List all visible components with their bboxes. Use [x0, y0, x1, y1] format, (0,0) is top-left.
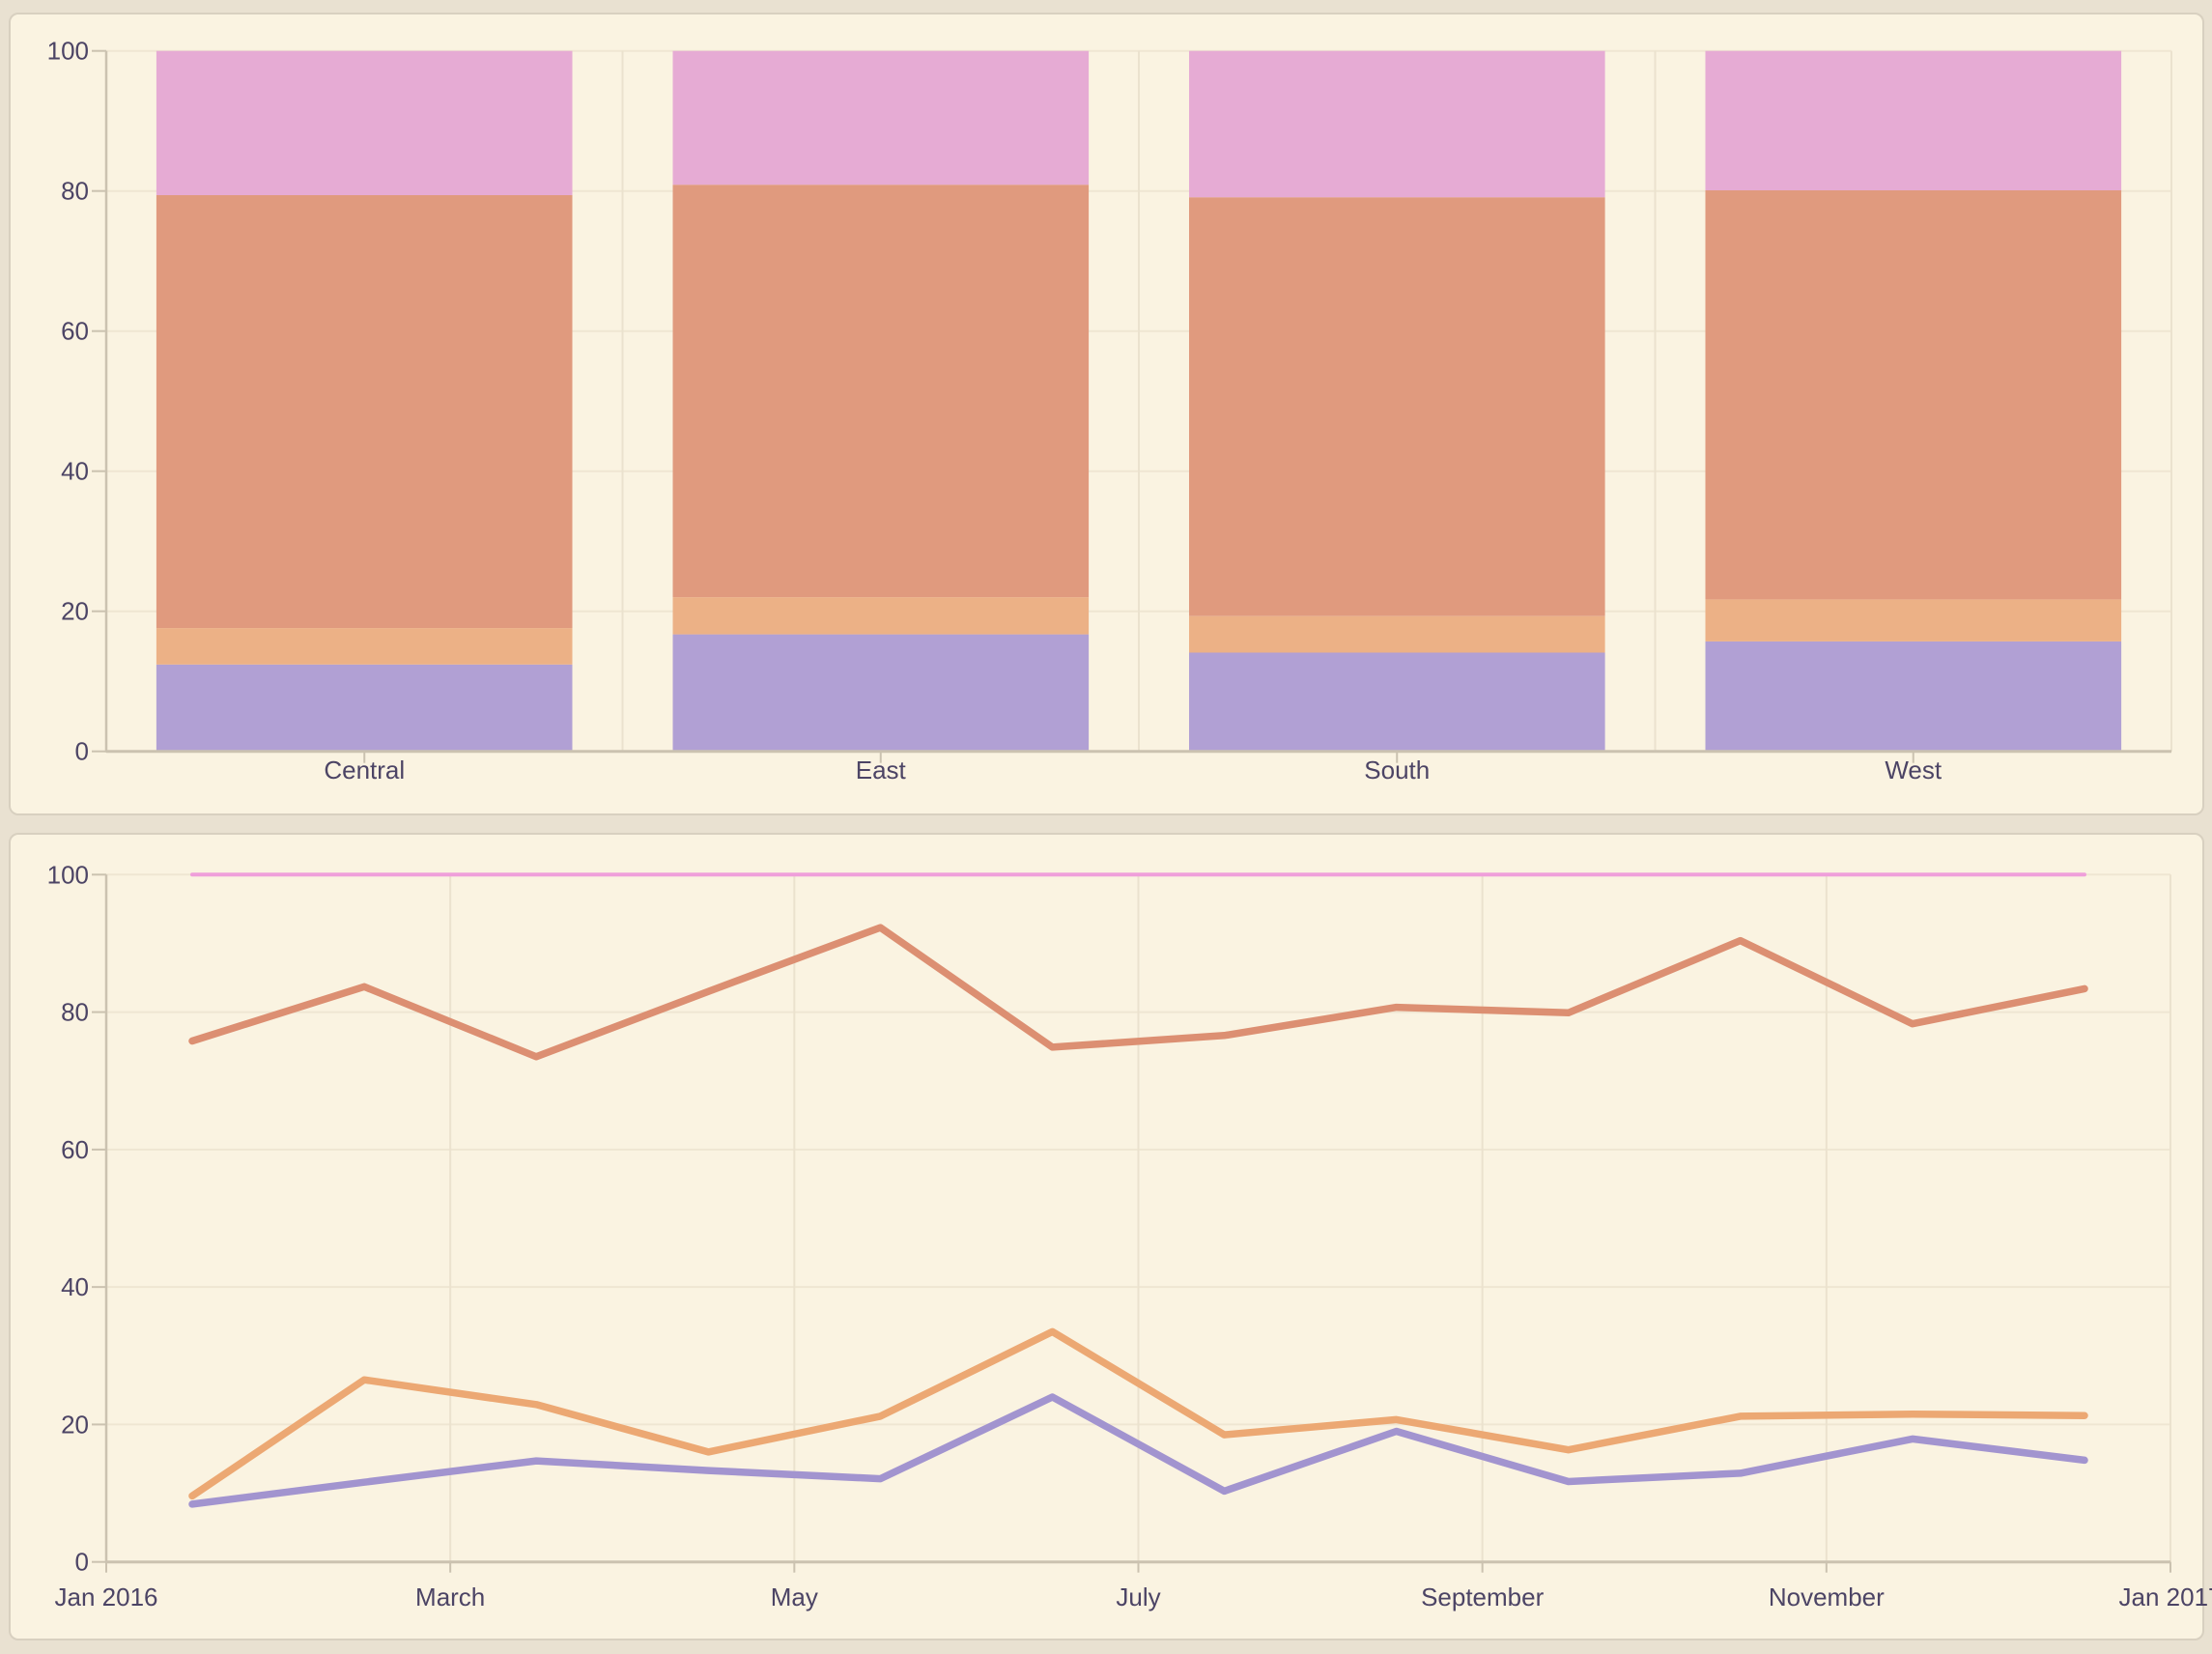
y-axis-label: 100: [47, 37, 89, 66]
line-chart: 0 20 40 60 80 100 Jan 2016 March May July Septembe…: [47, 860, 2212, 1611]
y-axis-label: 80: [61, 177, 89, 206]
stacked-bar-west: [1705, 50, 2122, 752]
bar-segment-orange[interactable]: [156, 628, 573, 665]
bar-segment-purple[interactable]: [156, 664, 573, 752]
y-axis-label: 60: [61, 317, 89, 346]
x-axis-month-label: September: [1421, 1583, 1545, 1611]
bar-segment-purple[interactable]: [1189, 652, 1605, 752]
stacked-bar-central: [156, 50, 573, 752]
x-axis-month-label: July: [1116, 1583, 1160, 1611]
y-axis-label: 20: [61, 597, 89, 626]
bar-segment-orange[interactable]: [1705, 599, 2122, 642]
y-axis-label: 100: [47, 860, 89, 889]
bar-segment-salmon[interactable]: [1189, 197, 1605, 616]
bar-segment-pink[interactable]: [672, 50, 1090, 185]
line-series-orange[interactable]: [188, 1327, 2088, 1500]
y-axis-label: 60: [61, 1135, 89, 1164]
y-axis-label: 40: [61, 1272, 89, 1301]
y-axis-label: 40: [61, 457, 89, 486]
x-axis-category-label: East: [856, 756, 907, 784]
line-series-salmon[interactable]: [188, 924, 2088, 1061]
x-axis-month-label: Jan 2017: [2119, 1583, 2212, 1611]
bar-segment-salmon[interactable]: [156, 195, 573, 629]
stacked-bar-east: [672, 50, 1090, 752]
bar-segment-orange[interactable]: [672, 597, 1090, 635]
bar-segment-purple[interactable]: [672, 634, 1090, 752]
line-series-purple[interactable]: [188, 1393, 2088, 1508]
bar-segment-pink[interactable]: [1189, 50, 1605, 198]
stacked-bar-chart: 0 20 40 60 80 100 Central East South West: [47, 37, 2172, 784]
y-axis-label: 20: [61, 1410, 89, 1439]
x-axis-month-label: May: [771, 1583, 818, 1611]
bar-segment-pink[interactable]: [1705, 50, 2122, 191]
line-chart-card: [9, 833, 2204, 1640]
y-axis-label: 80: [61, 998, 89, 1027]
x-axis-month-label: March: [415, 1583, 485, 1611]
x-axis-category-label: West: [1885, 756, 1943, 784]
y-axis-label: 0: [75, 1548, 89, 1577]
x-axis-category-label: Central: [324, 756, 405, 784]
y-axis-label: 0: [75, 737, 89, 766]
bar-segment-salmon[interactable]: [672, 185, 1090, 598]
bar-segment-orange[interactable]: [1189, 615, 1605, 653]
x-axis-month-label: Jan 2016: [55, 1583, 158, 1611]
bar-segment-salmon[interactable]: [1705, 190, 2122, 600]
x-axis-month-label: November: [1769, 1583, 1885, 1611]
x-axis-category-label: South: [1364, 756, 1430, 784]
stacked-bar-south: [1189, 50, 1605, 752]
bar-segment-pink[interactable]: [156, 50, 573, 196]
bar-segment-purple[interactable]: [1705, 641, 2122, 752]
